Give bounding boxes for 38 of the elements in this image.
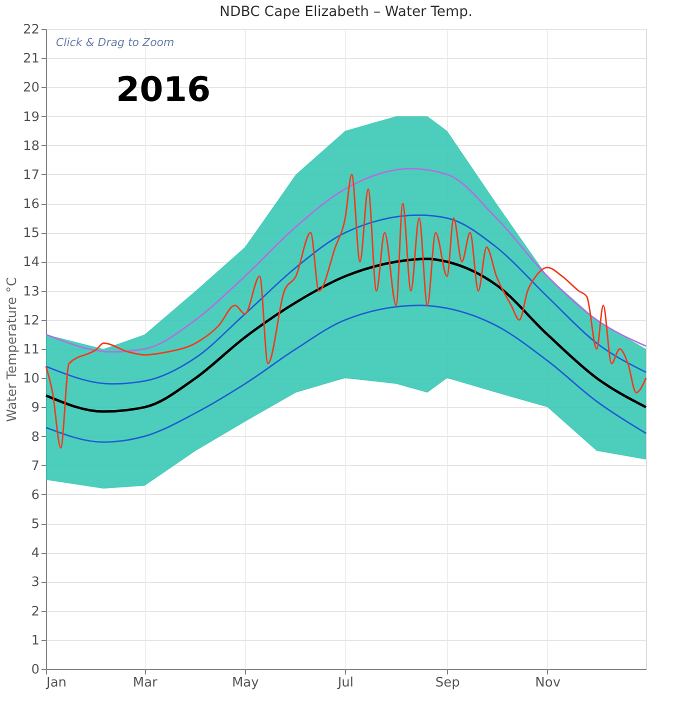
- y-tick-label: 15: [22, 226, 40, 242]
- y-tick-label: 6: [31, 488, 40, 503]
- chart-title: NDBC Cape Elizabeth – Water Temp.: [219, 4, 473, 20]
- x-tick-label: May: [232, 676, 260, 690]
- y-tick-label: 0: [31, 662, 40, 678]
- line-series: [45, 214, 647, 385]
- y-axis-title: Water Temperature °C: [4, 277, 20, 422]
- y-tick-label: 16: [22, 197, 40, 212]
- x-tick-label: Mar: [132, 676, 158, 690]
- line-series: [45, 174, 647, 449]
- x-tick-label: Jul: [336, 676, 354, 690]
- y-tick-label: 2: [31, 604, 40, 620]
- line-series: [45, 168, 647, 353]
- y-tick-label: 8: [31, 430, 40, 445]
- y-tick-label: 21: [22, 52, 40, 67]
- y-tick-label: 5: [31, 517, 40, 532]
- annotation: 2016: [116, 70, 211, 110]
- line-series: [45, 304, 647, 443]
- y-tick-label: 12: [22, 313, 40, 328]
- y-tick-label: 20: [22, 80, 40, 96]
- y-tick-label: 7: [31, 458, 40, 474]
- y-tick-label: 22: [22, 22, 40, 38]
- y-tick-label: 11: [22, 342, 40, 358]
- line-series: [44, 258, 648, 413]
- y-tick-label: 14: [22, 255, 40, 270]
- x-tick-label: Nov: [535, 676, 561, 690]
- y-tick-label: 3: [31, 575, 40, 590]
- y-tick-label: 13: [22, 284, 40, 300]
- x-tick-label: Sep: [435, 676, 460, 690]
- y-tick-label: 10: [22, 372, 40, 387]
- y-tick-label: 1: [31, 633, 40, 648]
- y-tick-label: 9: [31, 400, 40, 416]
- annotation: Click & Drag to Zoom: [56, 36, 174, 49]
- y-tick-label: 19: [22, 110, 40, 125]
- x-tick-label: Jan: [46, 676, 67, 690]
- y-tick-label: 4: [31, 546, 40, 562]
- y-tick-label: 17: [22, 168, 40, 183]
- y-tick-label: 18: [22, 138, 40, 154]
